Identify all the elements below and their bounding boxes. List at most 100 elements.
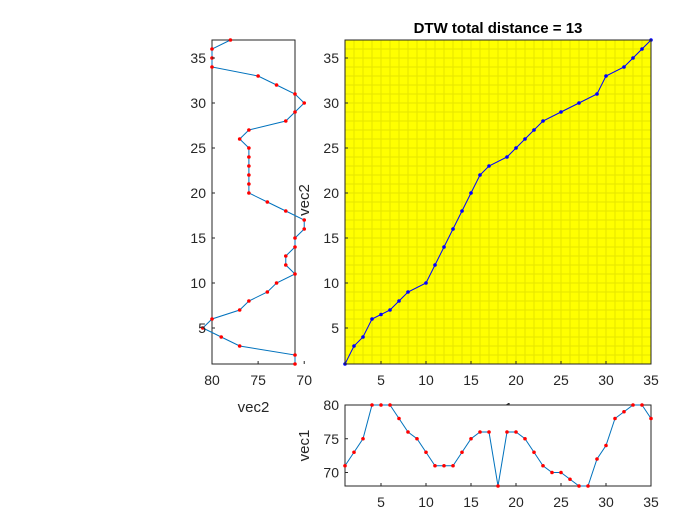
vec1-point: [487, 430, 491, 434]
vec1-x-tick-label: 20: [508, 494, 524, 510]
main-x-tick-label: 30: [598, 372, 614, 388]
vec1-point: [379, 403, 383, 407]
warping-path-point: [640, 47, 644, 51]
vec2-index-tick-label: 25: [190, 140, 206, 156]
vec2-point: [283, 119, 288, 123]
vec1-x-tick-label: 25: [553, 494, 569, 510]
vec2-index-tick-label: 20: [190, 185, 206, 201]
warping-path-point: [505, 155, 509, 159]
vec2-index-tick-label: 30: [190, 95, 206, 111]
warping-path-point: [631, 56, 635, 60]
vec1-x-tick-label: 5: [377, 494, 385, 510]
vec2-point: [210, 65, 214, 69]
vec2-plot: 80 75 70 5 10 15 20 25 30 35 vec2: [190, 38, 312, 416]
main-x-tick-label: 35: [643, 372, 659, 388]
vec2-point: [237, 137, 242, 141]
warping-path-point: [541, 119, 545, 123]
main-y-tick-label: 35: [323, 50, 339, 66]
vec2-point: [293, 110, 297, 114]
warping-path-point: [352, 344, 356, 348]
vec1-point: [415, 436, 419, 441]
vec1-point: [586, 484, 590, 488]
vec2-value-tick-label: 80: [204, 372, 220, 388]
vec2-axis-label: vec2: [238, 399, 270, 416]
main-plot-frame: [344, 39, 652, 365]
vec1-point: [595, 457, 599, 461]
warping-path-point: [379, 312, 383, 317]
vec1-point: [550, 470, 554, 475]
warping-path-point: [388, 308, 392, 312]
dtw-path-plot: 5 10 15 20 25 30 35 5 10 15 20 25 30 35 DTW total dis…: [296, 20, 659, 417]
vec2-ticks: 80 75 70 5 10 15 20 25 30 35: [190, 50, 312, 388]
vec2-point: [293, 272, 297, 276]
vec1-point: [442, 463, 446, 468]
warping-path-point: [604, 74, 608, 78]
vec1-axis-label: vec1: [296, 430, 313, 462]
vec1-point: [370, 403, 374, 407]
vec1-x-tick-label: 15: [463, 494, 479, 510]
vec2-point: [247, 146, 251, 150]
vec1-point: [514, 430, 518, 434]
vec1-point: [559, 470, 563, 475]
vec2-point: [247, 182, 251, 186]
vec1-point: [469, 436, 473, 441]
vec2-point: [247, 191, 251, 195]
vec1-point: [649, 416, 653, 421]
vec2-point: [293, 236, 297, 240]
warping-path-point: [577, 101, 581, 105]
vec2-point: [247, 128, 251, 132]
warping-path-point: [451, 227, 455, 231]
vec2-series: [200, 38, 307, 366]
main-x-tick-label: 20: [508, 372, 524, 388]
chart-title: DTW total distance = 13: [414, 20, 583, 37]
warping-path-point: [424, 281, 428, 285]
vec1-point: [451, 463, 455, 468]
vec2-point: [274, 281, 279, 285]
vec2-point: [274, 83, 279, 87]
vec2-value-tick-label: 75: [250, 372, 266, 388]
warping-path-point: [514, 146, 518, 150]
vec1-point: [352, 450, 356, 455]
vec2-point: [302, 101, 307, 105]
vec2-point: [302, 227, 307, 231]
warping-path-point: [361, 335, 365, 339]
vec2-point: [256, 74, 260, 78]
vec1-x-tick-label: 35: [643, 494, 659, 510]
warping-path-point: [559, 110, 563, 114]
vec2-point: [247, 173, 251, 177]
vec2-value-tick-label: 70: [296, 372, 312, 388]
vec1-point: [577, 484, 581, 488]
warping-path-point: [595, 92, 599, 96]
vec1-point: [541, 463, 545, 468]
main-x-tick-label: 5: [377, 372, 385, 388]
vec2-point: [283, 209, 288, 213]
vec1-y-tick-label: 80: [323, 397, 339, 413]
warping-path-point: [469, 191, 473, 195]
vec1-point: [532, 450, 536, 455]
main-y-tick-label: 30: [323, 95, 339, 111]
warping-path-point: [370, 317, 374, 321]
vec1-point: [496, 484, 500, 488]
warping-path-point: [487, 164, 491, 168]
vec2-point: [283, 254, 288, 258]
main-x-tick-label: 25: [553, 372, 569, 388]
warping-path-point: [442, 245, 446, 249]
vec1-point: [505, 430, 509, 434]
vec2-point: [247, 164, 251, 168]
vec1-point: [433, 463, 437, 468]
vec2-point: [237, 344, 242, 348]
vec2-point: [265, 290, 270, 294]
vec1-series: [343, 403, 653, 488]
vec2-point: [210, 317, 214, 321]
warping-path-point: [406, 290, 410, 294]
vec1-point: [478, 430, 482, 434]
warping-path-point: [433, 263, 437, 267]
main-x-tick-label: 15: [463, 372, 479, 388]
vec2-point: [237, 308, 242, 312]
warping-path-point: [622, 65, 626, 69]
vec1-point: [460, 450, 464, 455]
vec2-point: [200, 326, 205, 330]
main-y-tick-label: 5: [331, 320, 339, 336]
vec2-point: [210, 47, 214, 51]
